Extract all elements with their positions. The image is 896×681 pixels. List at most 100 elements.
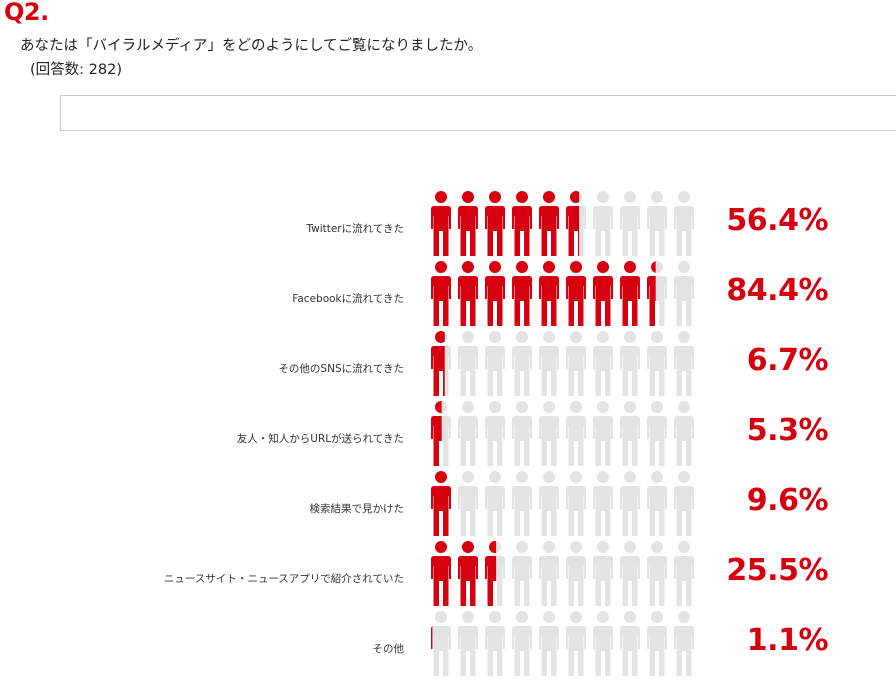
person-icon bbox=[620, 331, 640, 396]
person-icon bbox=[674, 261, 694, 326]
pictogram-svg bbox=[431, 191, 694, 256]
respondent-count: (回答数: 282) bbox=[30, 62, 122, 78]
percentage-label: 1.1% bbox=[746, 623, 829, 658]
person-icon bbox=[593, 471, 613, 536]
question-number: Q2. bbox=[4, 0, 49, 26]
pictogram-bar bbox=[430, 397, 700, 467]
person-icon bbox=[593, 401, 613, 466]
person-icon bbox=[566, 191, 586, 256]
category-label: ニュースサイト・ニュースアプリで紹介されていた bbox=[163, 573, 404, 585]
person-icon bbox=[539, 191, 559, 256]
person-icon bbox=[512, 191, 532, 256]
percentage-label: 6.7% bbox=[746, 343, 829, 378]
pictogram-bar bbox=[430, 257, 700, 327]
person-icon bbox=[539, 401, 559, 466]
person-icon bbox=[539, 541, 559, 606]
pictogram-svg bbox=[431, 471, 694, 536]
pictogram-bar bbox=[430, 187, 700, 257]
category-label: 友人・知人からURLが送られてきた bbox=[236, 433, 404, 445]
person-icon bbox=[431, 541, 451, 606]
person-icon bbox=[512, 471, 532, 536]
person-icon bbox=[512, 401, 532, 466]
person-icon bbox=[458, 261, 478, 326]
person-icon bbox=[431, 401, 451, 466]
person-icon bbox=[674, 541, 694, 606]
person-icon bbox=[647, 401, 667, 466]
person-icon bbox=[512, 261, 532, 326]
category-label: その他 bbox=[372, 643, 405, 655]
person-icon bbox=[431, 611, 451, 676]
person-icon bbox=[458, 541, 478, 606]
pictogram-svg bbox=[431, 331, 694, 396]
pictogram-bar bbox=[430, 607, 700, 677]
person-icon bbox=[593, 541, 613, 606]
answer-box bbox=[60, 95, 896, 131]
person-icon bbox=[647, 611, 667, 676]
person-icon bbox=[647, 541, 667, 606]
person-icon bbox=[458, 331, 478, 396]
percentage-label: 5.3% bbox=[746, 413, 829, 448]
person-icon bbox=[674, 401, 694, 466]
chart-row: Facebookに流れてきた 84.4% bbox=[0, 257, 896, 327]
category-label: その他のSNSに流れてきた bbox=[278, 363, 404, 375]
percentage-label: 25.5% bbox=[726, 553, 828, 588]
person-icon bbox=[485, 541, 505, 606]
pictogram-svg bbox=[431, 611, 694, 676]
person-icon bbox=[458, 401, 478, 466]
person-icon bbox=[566, 611, 586, 676]
pictogram-bar bbox=[430, 537, 700, 607]
person-icon bbox=[674, 471, 694, 536]
category-label: Twitterに流れてきた bbox=[306, 223, 404, 235]
person-icon bbox=[593, 331, 613, 396]
percentage-label: 84.4% bbox=[726, 273, 828, 308]
pictogram-svg bbox=[431, 401, 694, 466]
person-icon bbox=[647, 261, 667, 326]
percentage-label: 9.6% bbox=[746, 483, 829, 518]
category-label: Facebookに流れてきた bbox=[292, 293, 404, 305]
person-icon bbox=[620, 401, 640, 466]
chart-row: その他 1.1% bbox=[0, 607, 896, 677]
person-icon bbox=[512, 611, 532, 676]
pictogram-bar bbox=[430, 467, 700, 537]
person-icon bbox=[539, 261, 559, 326]
person-icon bbox=[431, 191, 451, 256]
pictogram-bar bbox=[430, 327, 700, 397]
person-icon bbox=[485, 261, 505, 326]
person-icon bbox=[485, 471, 505, 536]
person-icon bbox=[566, 331, 586, 396]
person-icon bbox=[620, 471, 640, 536]
person-icon bbox=[539, 331, 559, 396]
person-icon bbox=[620, 191, 640, 256]
person-icon bbox=[674, 331, 694, 396]
pictogram-svg bbox=[431, 541, 694, 606]
person-icon bbox=[593, 191, 613, 256]
person-icon bbox=[647, 331, 667, 396]
person-icon bbox=[431, 331, 451, 396]
category-label: 検索結果で見かけた bbox=[309, 503, 405, 515]
person-icon bbox=[485, 331, 505, 396]
question-text: あなたは「バイラルメディア」をどのようにしてご覧になりましたか。 bbox=[20, 38, 483, 54]
person-icon bbox=[620, 261, 640, 326]
person-icon bbox=[674, 191, 694, 256]
person-icon bbox=[593, 611, 613, 676]
person-icon bbox=[566, 471, 586, 536]
chart-row: 友人・知人からURLが送られてきた 5.3% bbox=[0, 397, 896, 467]
person-icon bbox=[647, 471, 667, 536]
person-icon bbox=[431, 261, 451, 326]
person-icon bbox=[485, 611, 505, 676]
person-icon bbox=[485, 401, 505, 466]
person-icon bbox=[458, 471, 478, 536]
person-icon bbox=[485, 191, 505, 256]
person-icon bbox=[458, 191, 478, 256]
person-icon bbox=[512, 331, 532, 396]
chart-row: Twitterに流れてきた 56.4% bbox=[0, 187, 896, 257]
chart-row: 検索結果で見かけた 9.6% bbox=[0, 467, 896, 537]
person-icon bbox=[674, 611, 694, 676]
person-icon bbox=[620, 541, 640, 606]
person-icon bbox=[539, 471, 559, 536]
person-icon bbox=[647, 191, 667, 256]
percentage-label: 56.4% bbox=[726, 203, 828, 238]
chart-row: ニュースサイト・ニュースアプリで紹介されていた 25.5% bbox=[0, 537, 896, 607]
person-icon bbox=[512, 541, 532, 606]
person-icon bbox=[458, 611, 478, 676]
